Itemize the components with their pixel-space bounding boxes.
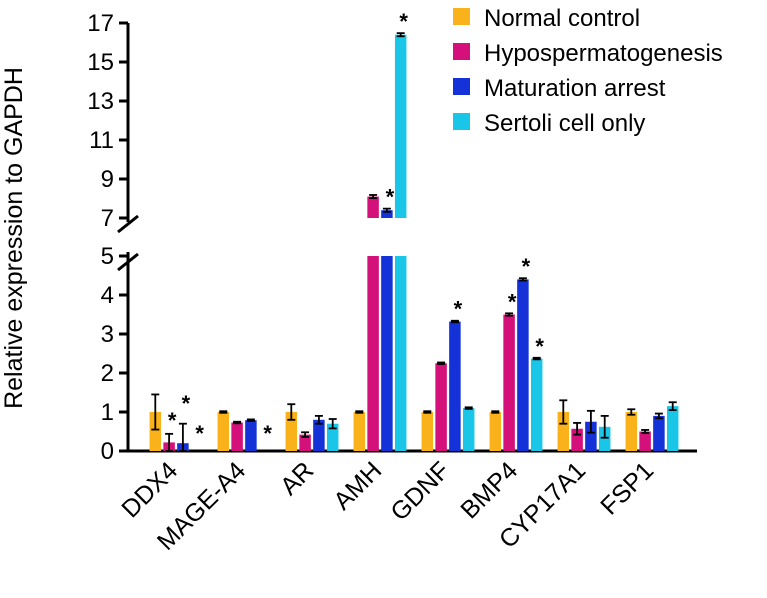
y-lower-tick-label: 0	[101, 438, 114, 465]
significance-group: *** **** ***	[168, 9, 545, 446]
significance-star: *	[454, 297, 463, 322]
legend-swatch	[453, 8, 470, 25]
y-upper-tick-label: 17	[87, 10, 114, 37]
bar-lower-part	[394, 256, 407, 451]
significance-star: *	[399, 9, 408, 34]
significance-star: *	[182, 391, 191, 416]
bar	[598, 426, 611, 451]
bar	[462, 408, 475, 451]
axis-break-mark-lower	[117, 252, 139, 272]
bar-upper-part	[394, 34, 407, 219]
category-label: GDNF	[385, 456, 455, 526]
bar	[503, 314, 515, 451]
y-upper-tick-label: 9	[101, 166, 114, 193]
category-label: FSP1	[595, 456, 659, 520]
bar-upper-part	[367, 196, 379, 218]
bar	[517, 279, 529, 451]
y-lower-tick-label: 4	[101, 282, 114, 309]
legend-swatch	[453, 113, 470, 130]
bar	[421, 412, 434, 451]
legend-swatch	[453, 43, 470, 60]
legend-label: Hypospermatogenesis	[484, 40, 723, 67]
bar	[639, 431, 651, 451]
y-lower-tick-label: 5	[101, 243, 114, 270]
bar	[557, 412, 570, 451]
y-ticks-group: 0 1 2 3 4 5 7 9 11 13 15 17	[87, 10, 128, 465]
category-label: AMH	[328, 456, 387, 515]
bar	[313, 419, 325, 451]
significance-star: *	[522, 254, 531, 279]
bar-upper-part	[381, 210, 393, 218]
bar	[666, 406, 679, 451]
bar	[585, 421, 597, 451]
y-lower-tick-label: 1	[101, 399, 114, 426]
bar	[149, 412, 162, 451]
bar	[231, 422, 243, 451]
significance-star: *	[168, 408, 177, 433]
significance-star: *	[195, 421, 204, 446]
y-axis-label: Relative expression to GAPDH	[0, 67, 28, 409]
y-upper-tick-label: 11	[89, 127, 114, 154]
y-lower-tick-label: 2	[101, 360, 114, 387]
legend-label: Maturation arrest	[484, 75, 666, 102]
category-label: AR	[275, 456, 319, 500]
bar	[217, 412, 230, 451]
bar	[625, 412, 638, 451]
legend-label: Sertoli cell only	[484, 110, 645, 137]
error-bars-group	[151, 32, 677, 452]
bar	[653, 415, 665, 451]
significance-star: *	[508, 289, 517, 314]
y-upper-tick-label: 13	[87, 88, 114, 115]
significance-star: *	[535, 334, 544, 359]
bar	[353, 412, 366, 451]
bar	[245, 420, 257, 451]
bar-lower-part	[381, 256, 393, 451]
legend-swatch	[453, 78, 470, 95]
axis-break-mark-upper	[117, 214, 139, 234]
significance-star: *	[386, 185, 395, 210]
significance-star: *	[263, 421, 272, 446]
bar-lower-part	[367, 256, 379, 451]
legend: Normal control Hypospermatogenesis Maturat…	[453, 5, 723, 137]
bar	[530, 358, 543, 451]
bar	[571, 428, 583, 451]
bar	[489, 412, 502, 451]
y-upper-tick-label: 15	[87, 49, 114, 76]
bar	[326, 423, 339, 451]
bar	[285, 412, 298, 451]
y-upper-tick-label: 7	[101, 205, 114, 232]
bar	[299, 434, 311, 451]
y-lower-tick-label: 3	[101, 321, 114, 348]
bar	[435, 363, 447, 451]
bar	[449, 321, 461, 451]
legend-label: Normal control	[484, 5, 640, 32]
